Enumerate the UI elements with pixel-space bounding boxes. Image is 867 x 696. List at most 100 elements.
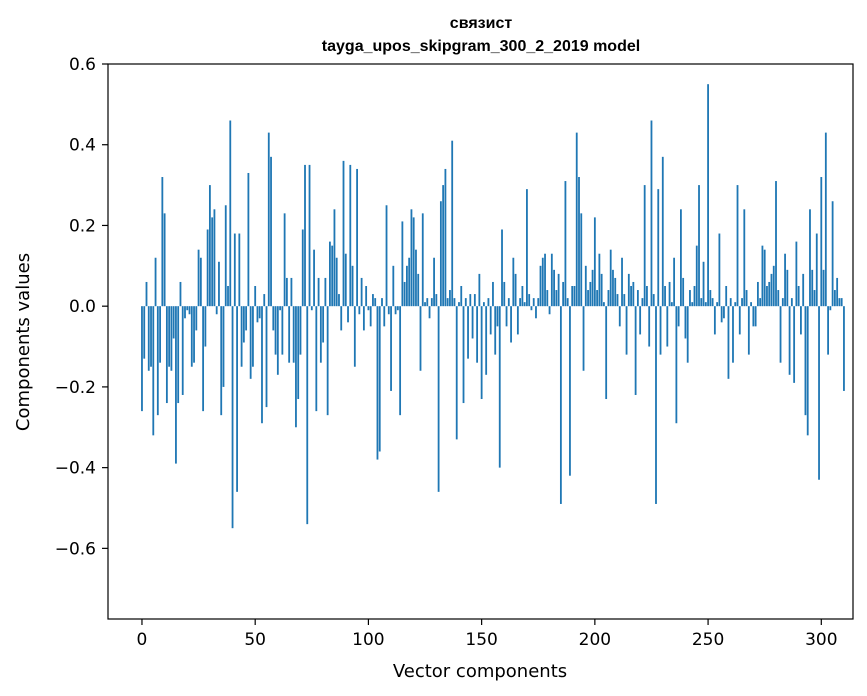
bar-173 [532, 298, 535, 307]
bar-41 [233, 233, 236, 307]
bar-167 [519, 298, 522, 307]
bar-78 [317, 277, 320, 307]
bar-9 [161, 177, 164, 307]
bar-52 [258, 306, 261, 319]
bar-143 [464, 298, 467, 307]
bar-250 [707, 84, 709, 307]
chart-title: связист [450, 15, 513, 32]
bar-249 [704, 302, 707, 307]
bar-147 [473, 294, 476, 307]
bar-130 [435, 294, 438, 307]
bar-22 [190, 306, 193, 367]
bar-251 [709, 290, 712, 307]
bar-46 [245, 306, 248, 331]
bar-281 [777, 290, 780, 307]
bar-139 [455, 306, 458, 440]
bar-296 [811, 269, 814, 307]
bar-53 [261, 306, 263, 424]
bar-42 [236, 306, 238, 492]
bar-222 [643, 185, 646, 307]
bar-215 [627, 273, 630, 307]
bar-195 [582, 306, 585, 371]
bar-21 [188, 306, 191, 315]
bar-171 [528, 294, 531, 307]
bar-67 [292, 306, 295, 363]
bar-299 [818, 306, 820, 480]
bar-176 [539, 265, 542, 307]
bar-30 [208, 185, 211, 307]
x-tick-label: 250 [692, 630, 724, 650]
bar-70 [299, 306, 302, 355]
chart-subtitle: tayga_upos_skipgram_300_2_2019 model [322, 38, 640, 55]
bar-17 [179, 281, 182, 307]
bar-80 [322, 306, 325, 343]
bar-198 [589, 281, 592, 307]
bar-277 [768, 281, 771, 307]
bar-226 [652, 294, 655, 307]
bar-234 [670, 302, 673, 307]
bar-246 [698, 185, 700, 307]
bar-120 [412, 217, 415, 307]
x-tick-label: 0 [137, 630, 148, 650]
bar-102 [372, 294, 374, 307]
bar-233 [668, 281, 671, 307]
bar-57 [270, 156, 272, 307]
bar-279 [772, 265, 775, 307]
bar-135 [446, 298, 449, 307]
bar-31 [211, 217, 214, 307]
bar-218 [634, 306, 637, 395]
bar-164 [512, 257, 515, 307]
bar-152 [485, 306, 488, 375]
bar-122 [417, 273, 420, 307]
bar-79 [319, 306, 322, 363]
bar-94 [353, 306, 356, 367]
bar-199 [591, 269, 594, 307]
bar-38 [227, 286, 229, 307]
bar-34 [218, 261, 220, 307]
bar-114 [399, 306, 402, 416]
bar-189 [569, 306, 571, 476]
bar-107 [383, 306, 386, 327]
bar-243 [691, 302, 694, 307]
bar-310 [843, 306, 845, 391]
bar-155 [492, 281, 494, 307]
y-axis: −0.6 −0.4 −0.2 0.0 0.2 0.4 0.6 [55, 55, 108, 559]
bar-69 [297, 306, 300, 400]
bar-268 [747, 306, 750, 355]
y-tick-label: 0.6 [69, 55, 96, 75]
bar-14 [172, 306, 175, 339]
bar-60 [276, 306, 279, 375]
bar-62 [281, 306, 284, 355]
bar-209 [614, 277, 617, 307]
bar-236 [675, 306, 678, 424]
bar-73 [306, 306, 309, 525]
bar-101 [369, 306, 372, 327]
bar-56 [267, 132, 270, 307]
bar-278 [770, 273, 773, 307]
bar-74 [308, 164, 311, 307]
bar-282 [779, 306, 782, 363]
bar-193 [578, 177, 580, 307]
bar-206 [607, 290, 610, 307]
bar-150 [480, 306, 483, 400]
bar-185 [559, 306, 562, 504]
bar-82 [326, 306, 329, 416]
bar-302 [824, 132, 827, 307]
bar-276 [766, 286, 768, 307]
bar-245 [695, 245, 698, 307]
bar-47 [247, 172, 250, 307]
bar-271 [754, 306, 757, 327]
bar-95 [356, 168, 358, 307]
bar-55 [265, 306, 268, 408]
bar-116 [403, 281, 406, 307]
bar-295 [809, 209, 811, 307]
bar-104 [376, 306, 379, 460]
bar-191 [573, 286, 576, 307]
bar-166 [516, 306, 519, 335]
bars-group [141, 84, 845, 529]
bar-154 [489, 306, 492, 335]
bar-111 [392, 265, 395, 307]
bar-224 [648, 306, 651, 347]
bar-23 [193, 306, 195, 363]
